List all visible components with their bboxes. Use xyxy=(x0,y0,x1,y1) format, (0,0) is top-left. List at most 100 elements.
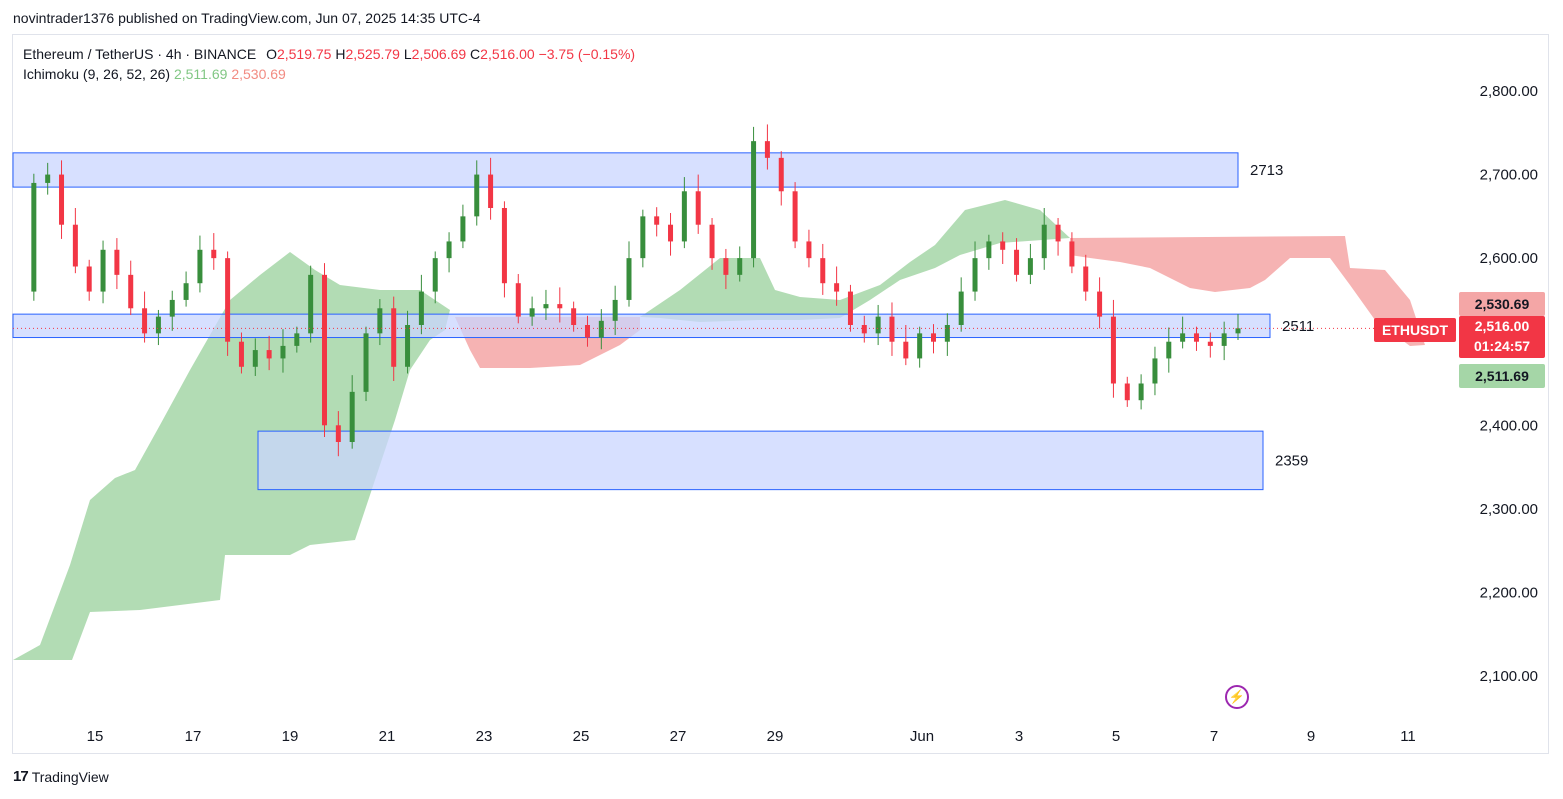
candle-body xyxy=(169,299,175,317)
zone-rect xyxy=(12,152,1239,188)
candle-body xyxy=(1152,358,1158,384)
x-tick-label: 19 xyxy=(282,728,299,745)
symbol-legend: Ethereum / TetherUS · 4h · BINANCE O2,51… xyxy=(23,46,635,62)
candle-body xyxy=(460,216,466,242)
y-tick-label: 2,400.00 xyxy=(1480,417,1538,434)
candle-body xyxy=(875,316,881,334)
x-tick-label: 21 xyxy=(379,728,396,745)
high-value: 2,525.79 xyxy=(345,46,400,62)
candle-body xyxy=(294,333,300,346)
y-tick-label: 2,300.00 xyxy=(1480,501,1538,518)
candle-body xyxy=(515,283,521,317)
candle-body xyxy=(543,304,549,309)
symbol-title: Ethereum / TetherUS · 4h · BINANCE xyxy=(23,46,257,62)
candle-body xyxy=(1221,333,1227,346)
candle-body xyxy=(1124,383,1130,401)
candle-body xyxy=(59,174,65,225)
cloud-lower-price-tag: 2,511.69 xyxy=(1459,364,1545,388)
open-value: 2,519.75 xyxy=(276,46,332,62)
candle-body xyxy=(806,241,812,259)
candle-body xyxy=(584,325,590,338)
candle-body xyxy=(640,216,646,259)
candle-body xyxy=(501,208,507,284)
indicator-value-2: 2,530.69 xyxy=(231,66,286,82)
zone-label: 2713 xyxy=(1250,162,1283,179)
y-tick-label: 2,600.00 xyxy=(1480,250,1538,267)
ichimoku-bear-cloud-2 xyxy=(1070,236,1425,346)
tradingview-logo-icon: 17 xyxy=(13,768,29,785)
candle-body xyxy=(861,325,867,334)
low-value: 2,506.69 xyxy=(411,46,467,62)
candle-body xyxy=(1027,258,1033,275)
candle-body xyxy=(100,249,106,292)
x-tick-label: 27 xyxy=(670,728,687,745)
ichimoku-bull-cloud xyxy=(13,252,450,660)
candle-body xyxy=(571,308,577,325)
candle-body xyxy=(778,157,784,192)
candle-body xyxy=(1180,333,1186,342)
candle-body xyxy=(349,391,355,442)
candle-body xyxy=(377,308,383,334)
candle-body xyxy=(1235,328,1241,334)
candle-body xyxy=(668,224,674,242)
x-tick-label: 11 xyxy=(1400,728,1416,745)
candle-body xyxy=(1041,224,1047,259)
candle-body xyxy=(31,182,37,292)
candle-body xyxy=(889,316,895,342)
lightning-icon[interactable]: ⚡ xyxy=(1225,685,1249,709)
candle-body xyxy=(1000,241,1006,250)
candle-body xyxy=(211,249,217,259)
candle-body xyxy=(266,350,272,359)
candle-body xyxy=(1097,291,1103,317)
cloud-upper-price-tag: 2,530.69 xyxy=(1459,292,1545,316)
candle-body xyxy=(252,350,258,367)
candle-body xyxy=(363,333,369,392)
candle-body xyxy=(322,274,327,426)
candle-body xyxy=(418,291,424,325)
candle-body xyxy=(626,258,632,300)
chart-pane[interactable] xyxy=(12,34,1549,754)
candle-body xyxy=(72,224,78,267)
candle-body xyxy=(695,191,701,225)
ticker-tag: ETHUSDT xyxy=(1374,318,1456,342)
ichimoku-bull-cloud-2 xyxy=(640,200,1070,322)
zone-label: 2511 xyxy=(1282,318,1314,335)
candle-body xyxy=(654,216,660,225)
x-tick-label: Jun xyxy=(910,728,934,745)
candle-body xyxy=(944,325,950,342)
indicator-value-1: 2,511.69 xyxy=(173,66,228,82)
change-value: −3.75 (−0.15%) xyxy=(538,46,636,62)
x-tick-label: 17 xyxy=(185,728,202,745)
indicator-legend[interactable]: Ichimoku (9, 26, 52, 26) 2,511.69 2,530.… xyxy=(23,66,286,82)
zone-rect xyxy=(12,313,1271,339)
candle-body xyxy=(834,283,840,292)
candle-body xyxy=(931,333,936,342)
last-price-tag: 2,516.00 01:24:57 xyxy=(1459,316,1545,358)
footer-brand: 17 TradingView xyxy=(13,768,109,785)
candle-body xyxy=(1193,333,1199,342)
candle-body xyxy=(972,258,978,292)
zone-rect xyxy=(257,430,1264,491)
y-tick-label: 2,100.00 xyxy=(1480,668,1538,685)
close-value: 2,516.00 xyxy=(480,46,535,62)
high-label: H xyxy=(335,46,346,62)
candle-body xyxy=(737,258,743,275)
publisher-credit: novintrader1376 published on TradingView… xyxy=(13,10,481,26)
candle-body xyxy=(86,266,92,292)
candle-body xyxy=(557,304,563,309)
x-tick-label: 9 xyxy=(1307,728,1315,745)
x-tick-label: 23 xyxy=(476,728,493,745)
y-tick-label: 2,800.00 xyxy=(1480,83,1538,100)
brand-name: TradingView xyxy=(31,768,109,785)
y-tick-label: 2,200.00 xyxy=(1480,584,1538,601)
candle-body xyxy=(1055,224,1061,242)
candle-body xyxy=(986,241,992,259)
candle-body xyxy=(847,291,853,325)
x-tick-label: 5 xyxy=(1112,728,1120,745)
candle-body xyxy=(529,308,535,317)
candle-body xyxy=(723,258,729,275)
candle-body xyxy=(446,241,452,259)
candle-body xyxy=(474,174,480,217)
indicator-name: Ichimoku (9, 26, 52, 26) xyxy=(23,66,171,82)
